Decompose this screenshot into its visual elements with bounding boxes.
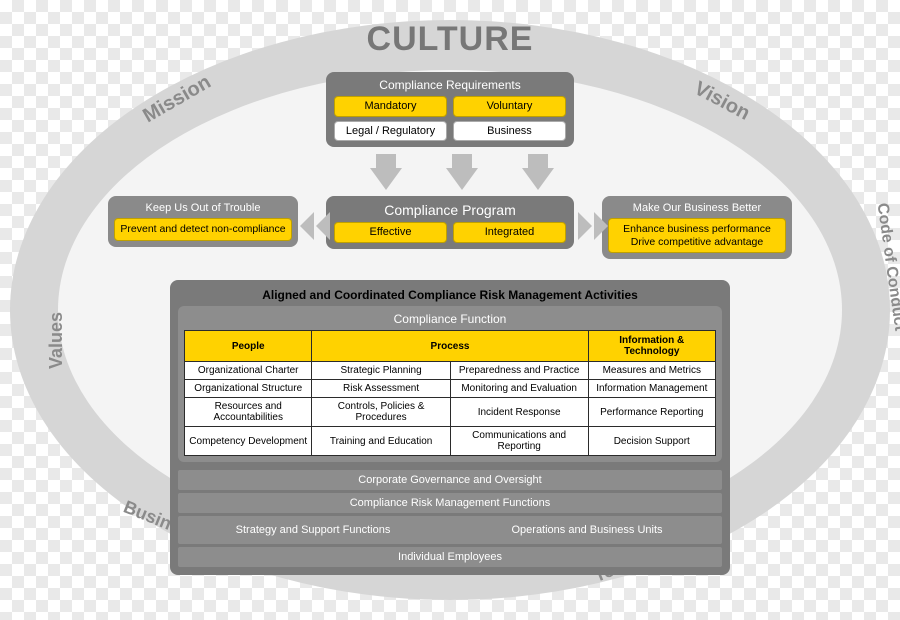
table-cell: Monitoring and Evaluation	[450, 380, 588, 398]
compliance-program-panel: Compliance Program Effective Integrated	[326, 196, 574, 249]
chip-effective: Effective	[334, 222, 447, 243]
chip-mandatory: Mandatory	[334, 96, 447, 117]
compliance-requirements-panel: Compliance Requirements Mandatory Volunt…	[326, 72, 574, 147]
table-cell: Training and Education	[312, 427, 450, 456]
compliance-function-wrap: Compliance Function PeopleProcessInforma…	[178, 306, 722, 462]
table-cell: Controls, Policies & Procedures	[312, 398, 450, 427]
org-layer-bar: Corporate Governance and Oversight	[178, 470, 722, 490]
left-panel-body: Prevent and detect non-compliance	[114, 218, 292, 241]
arrow-down-icon	[446, 168, 478, 190]
table-cell: Incident Response	[450, 398, 588, 427]
org-layer-right: Operations and Business Units	[452, 520, 722, 540]
org-layer-bar: Compliance Risk Management Functions	[178, 493, 722, 513]
compliance-function-table: PeopleProcessInformation & Technology Org…	[184, 330, 716, 456]
diagram-canvas: CULTURE MissionVisionValuesCode of Condu…	[0, 0, 900, 620]
table-cell: Resources and Accountabilities	[185, 398, 312, 427]
org-layer-left: Strategy and Support Functions	[178, 520, 448, 540]
keep-out-of-trouble-panel: Keep Us Out of Trouble Prevent and detec…	[108, 196, 298, 247]
chip-voluntary: Voluntary	[453, 96, 566, 117]
activities-panel: Aligned and Coordinated Compliance Risk …	[170, 280, 730, 575]
table-cell: Decision Support	[588, 427, 715, 456]
table-cell: Strategic Planning	[312, 362, 450, 380]
table-cell: Information Management	[588, 380, 715, 398]
org-layer-bar-split: Strategy and Support FunctionsOperations…	[178, 516, 722, 544]
org-layer-bar: Individual Employees	[178, 547, 722, 567]
arrow-down-icon	[370, 168, 402, 190]
col-people: People	[185, 331, 312, 362]
table-cell: Preparedness and Practice	[450, 362, 588, 380]
chevron-left-icon	[300, 212, 330, 240]
arrow-down-icon	[522, 168, 554, 190]
activities-title: Aligned and Coordinated Compliance Risk …	[178, 288, 722, 302]
compliance-program-title: Compliance Program	[334, 202, 566, 218]
table-cell: Measures and Metrics	[588, 362, 715, 380]
left-panel-header: Keep Us Out of Trouble	[114, 202, 292, 214]
table-cell: Organizational Structure	[185, 380, 312, 398]
table-cell: Competency Development	[185, 427, 312, 456]
chip-legal-regulatory: Legal / Regulatory	[334, 121, 447, 142]
table-cell: Communications and Reporting	[450, 427, 588, 456]
table-cell: Performance Reporting	[588, 398, 715, 427]
right-panel-body: Enhance business performance Drive compe…	[608, 218, 786, 253]
chip-business: Business	[453, 121, 566, 142]
make-business-better-panel: Make Our Business Better Enhance busines…	[602, 196, 792, 259]
table-cell: Risk Assessment	[312, 380, 450, 398]
table-cell: Organizational Charter	[185, 362, 312, 380]
col-info-tech: Information & Technology	[588, 331, 715, 362]
diagram-title: CULTURE	[0, 20, 900, 59]
compliance-function-title: Compliance Function	[184, 312, 716, 326]
right-panel-header: Make Our Business Better	[608, 202, 786, 214]
compliance-requirements-title: Compliance Requirements	[334, 78, 566, 92]
ring-label: Values	[46, 312, 67, 369]
chevron-right-icon	[578, 212, 608, 240]
col-process: Process	[312, 331, 588, 362]
chip-integrated: Integrated	[453, 222, 566, 243]
org-layer-bars: Corporate Governance and Oversight Compli…	[178, 470, 722, 567]
